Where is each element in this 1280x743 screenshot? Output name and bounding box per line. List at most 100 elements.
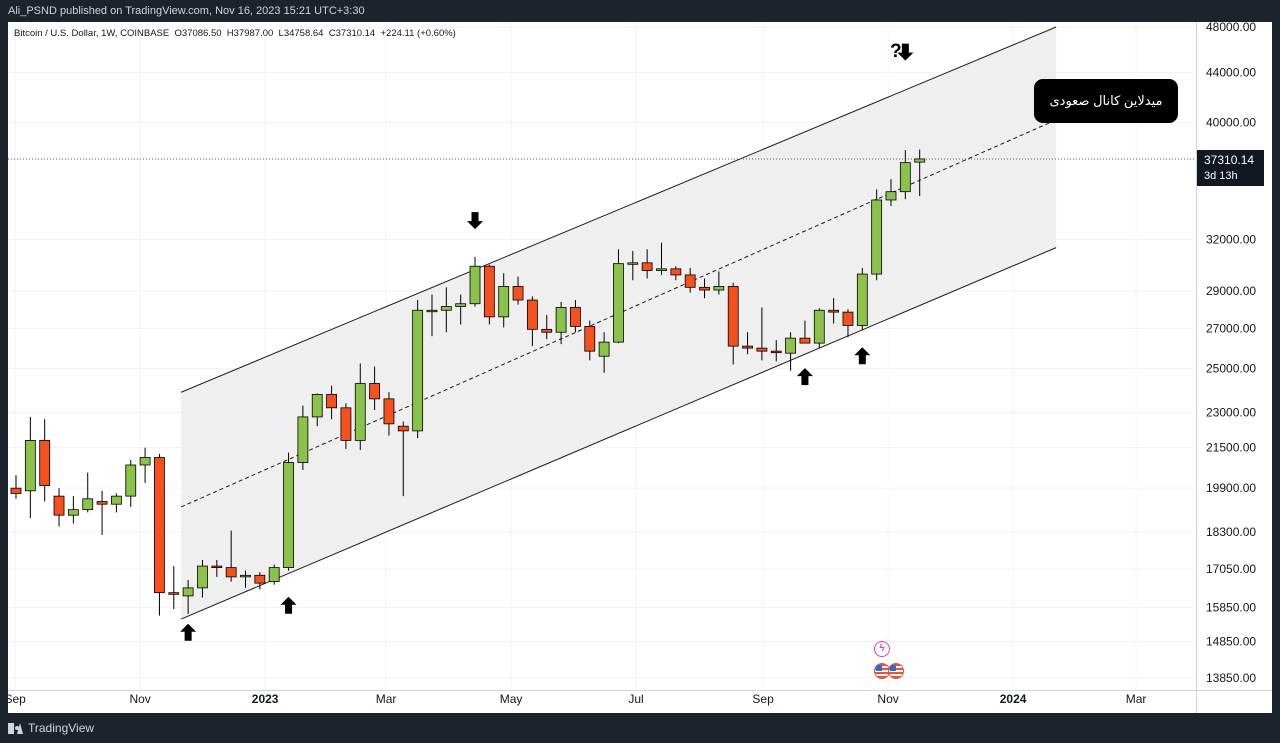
candle-body (828, 309, 840, 313)
arrow-down-icon (467, 212, 484, 230)
time-tick-label: Nov (877, 692, 898, 706)
candle-body (455, 303, 467, 307)
arrow-down-icon (897, 43, 914, 61)
price-tick-label: 23000.00 (1206, 405, 1256, 419)
price-tick-label: 40000.00 (1206, 115, 1256, 129)
candle-body (412, 309, 424, 432)
candle-body (53, 495, 65, 516)
price-tick-label: 27000.00 (1206, 321, 1256, 335)
price-tick-label: 18300.00 (1206, 525, 1256, 539)
candle-body (254, 574, 266, 584)
candle-body (713, 286, 725, 291)
candle-body (240, 574, 251, 578)
price-tick-label: 17050.00 (1206, 562, 1256, 576)
candle-body (469, 265, 481, 305)
midline-annotation-text: میدلاین کانال صعودی (1049, 93, 1163, 108)
time-tick-label: Nov (129, 692, 150, 706)
lightning-event-icon[interactable]: ϟ (874, 641, 890, 657)
time-tick-label: 2024 (1000, 692, 1027, 706)
channel-lower-line (180, 247, 1057, 620)
candle-body (283, 462, 294, 568)
candle-body (570, 307, 581, 327)
time-tick-label: Mar (376, 692, 397, 706)
price-tick-label: 44000.00 (1206, 66, 1256, 80)
question-mark: ? (890, 41, 902, 62)
time-tick-label: May (500, 692, 523, 706)
bar-countdown: 3d 13h (1204, 170, 1238, 182)
candle-body (225, 567, 237, 578)
last-price-tag: 37310.14 3d 13h (1197, 150, 1264, 186)
candle-body (96, 501, 108, 505)
arrow-up-icon (280, 596, 297, 614)
candle-body (383, 398, 395, 425)
time-tick-label: Jul (628, 692, 643, 706)
candle-body (799, 337, 811, 344)
candle-body (139, 457, 151, 466)
candle-body (871, 199, 883, 275)
time-tick-label: Sep (752, 692, 774, 706)
candlestick-chart[interactable]: 48000.00 44000.00 40000.00 32000.00 29000.00… (8, 22, 1272, 713)
candle-body (756, 347, 768, 352)
candle-body (268, 567, 280, 582)
candle-body (742, 345, 753, 349)
candle-body (10, 487, 22, 494)
candle-body (512, 286, 524, 301)
candle-body (813, 309, 825, 344)
candle-body (125, 464, 137, 497)
arrow-up-icon (854, 347, 871, 365)
time-tick-label: 2023 (252, 692, 279, 706)
candle-body (82, 498, 94, 511)
candle-body (656, 268, 667, 271)
candle-body (555, 307, 567, 333)
arrow-up-icon (796, 368, 813, 386)
candle-body (526, 299, 538, 330)
candle-body (340, 407, 352, 441)
symbol-info: Bitcoin / U.S. Dollar, 1W, COINBASE O370… (14, 28, 456, 39)
candle-body (613, 263, 624, 343)
last-price-value: 37310.14 (1204, 153, 1255, 167)
candle-body (111, 495, 122, 505)
published-line: Ali_PSND published on TradingView.com, N… (8, 5, 365, 17)
price-tick-label: 48000.00 (1206, 22, 1256, 34)
candle-body (311, 394, 323, 418)
candle-body (541, 328, 553, 333)
time-tick-label: Mar (1126, 692, 1147, 706)
price-tick-label: 13850.00 (1206, 671, 1256, 685)
candle-body (297, 416, 309, 463)
candle-body (154, 457, 165, 594)
candle-body (856, 273, 868, 326)
channel-upper-line (180, 26, 1057, 393)
candle-body (39, 440, 51, 486)
candle-body (641, 262, 653, 271)
candle-body (598, 341, 610, 357)
published-header: Ali_PSND published on TradingView.com, N… (0, 0, 1280, 22)
chart-area[interactable]: 48000.00 44000.00 40000.00 32000.00 29000.00… (8, 22, 1272, 713)
candle-body (354, 383, 366, 441)
candle-body (785, 337, 796, 354)
candle-body (885, 191, 897, 201)
candle-body (440, 306, 452, 311)
candle-body (627, 262, 639, 265)
price-tick-label: 19900.00 (1206, 481, 1256, 495)
midline-annotation: میدلاین کانال صعودی (1034, 79, 1178, 123)
candle-body (914, 158, 926, 163)
candle-body (684, 274, 696, 288)
price-tick-label: 29000.00 (1206, 284, 1256, 298)
candle-body (426, 309, 438, 313)
candle-body (670, 268, 682, 276)
candle-body (369, 383, 381, 400)
candle-body (727, 286, 739, 347)
candle-body (182, 587, 194, 597)
arrow-up-icon (180, 623, 197, 641)
candle-body (168, 592, 180, 595)
price-tick-label: 21500.00 (1206, 441, 1256, 455)
candle-body (326, 394, 337, 409)
candle-body (397, 425, 409, 432)
us-flag-event-icon[interactable] (888, 663, 904, 679)
candle-body (770, 350, 782, 354)
price-tick-label: 14850.00 (1206, 634, 1256, 648)
candle-body (24, 440, 36, 492)
candle-body (483, 265, 495, 318)
price-tick-label: 15850.00 (1206, 600, 1256, 614)
price-tick-label: 25000.00 (1206, 362, 1256, 376)
